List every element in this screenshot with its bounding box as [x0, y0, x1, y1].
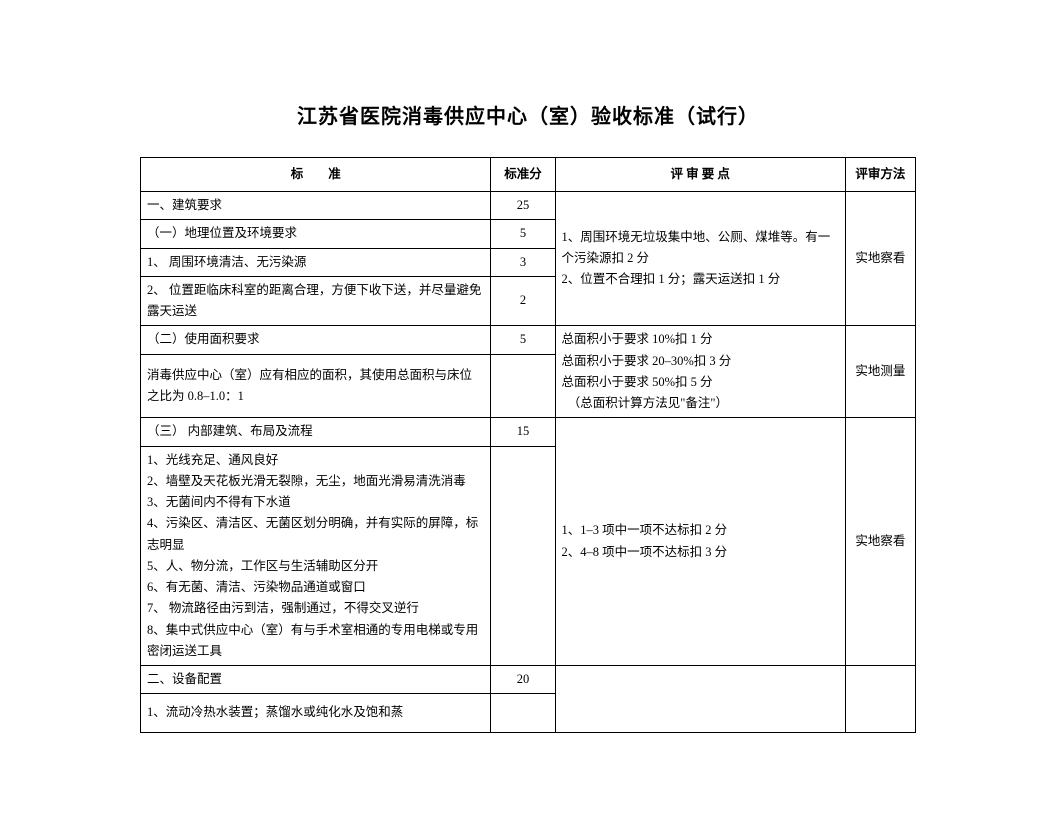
cell-method [845, 666, 915, 733]
cell-standard: 消毒供应中心（室）应有相应的面积，其使用总面积与床位之比为 0.8–1.0：1 [141, 354, 491, 418]
cell-score: 2 [491, 276, 555, 326]
cell-standard: （三） 内部建筑、布局及流程 [141, 418, 491, 446]
cell-score: 15 [491, 418, 555, 446]
table-row: （二）使用面积要求 5 总面积小于要求 10%扣 1 分 总面积小于要求 20–… [141, 326, 916, 354]
cell-score: 3 [491, 248, 555, 276]
cell-standard: （二）使用面积要求 [141, 326, 491, 354]
standards-table: 标 准 标准分 评 审 要 点 评审方法 一、建筑要求 25 1、周围环境无垃圾… [140, 157, 916, 733]
cell-points: 总面积小于要求 10%扣 1 分 总面积小于要求 20–30%扣 3 分 总面积… [555, 326, 845, 418]
header-row: 标 准 标准分 评 审 要 点 评审方法 [141, 158, 916, 192]
cell-points [555, 666, 845, 733]
cell-points: 1、周围环境无垃圾集中地、公厕、煤堆等。有一个污染源扣 2 分 2、位置不合理扣… [555, 192, 845, 326]
cell-standard: （一）地理位置及环境要求 [141, 220, 491, 248]
cell-score [491, 354, 555, 418]
cell-points: 1、1–3 项中一项不达标扣 2 分 2、4–8 项中一项不达标扣 3 分 [555, 418, 845, 666]
cell-score: 25 [491, 192, 555, 220]
cell-method: 实地察看 [845, 192, 915, 326]
table-row: 二、设备配置 20 [141, 666, 916, 694]
cell-score: 5 [491, 220, 555, 248]
cell-method: 实地察看 [845, 418, 915, 666]
cell-standard: 一、建筑要求 [141, 192, 491, 220]
document-title: 江苏省医院消毒供应中心（室）验收标准（试行） [140, 100, 916, 129]
cell-score: 20 [491, 666, 555, 694]
header-score: 标准分 [491, 158, 555, 192]
cell-standard: 1、流动冷热水装置；蒸馏水或纯化水及饱和蒸 [141, 694, 491, 732]
cell-standard: 2、 位置距临床科室的距离合理，方便下收下送，并尽量避免露天运送 [141, 276, 491, 326]
table-row: （三） 内部建筑、布局及流程 15 1、1–3 项中一项不达标扣 2 分 2、4… [141, 418, 916, 446]
cell-standard: 1、光线充足、通风良好 2、墙壁及天花板光滑无裂隙，无尘，地面光滑易清洗消毒 3… [141, 446, 491, 666]
cell-score: 5 [491, 326, 555, 354]
header-method: 评审方法 [845, 158, 915, 192]
cell-standard: 1、 周围环境清洁、无污染源 [141, 248, 491, 276]
table-row: 一、建筑要求 25 1、周围环境无垃圾集中地、公厕、煤堆等。有一个污染源扣 2 … [141, 192, 916, 220]
cell-score [491, 446, 555, 666]
cell-method: 实地测量 [845, 326, 915, 418]
cell-score [491, 694, 555, 732]
header-standard: 标 准 [141, 158, 491, 192]
header-points: 评 审 要 点 [555, 158, 845, 192]
cell-standard: 二、设备配置 [141, 666, 491, 694]
